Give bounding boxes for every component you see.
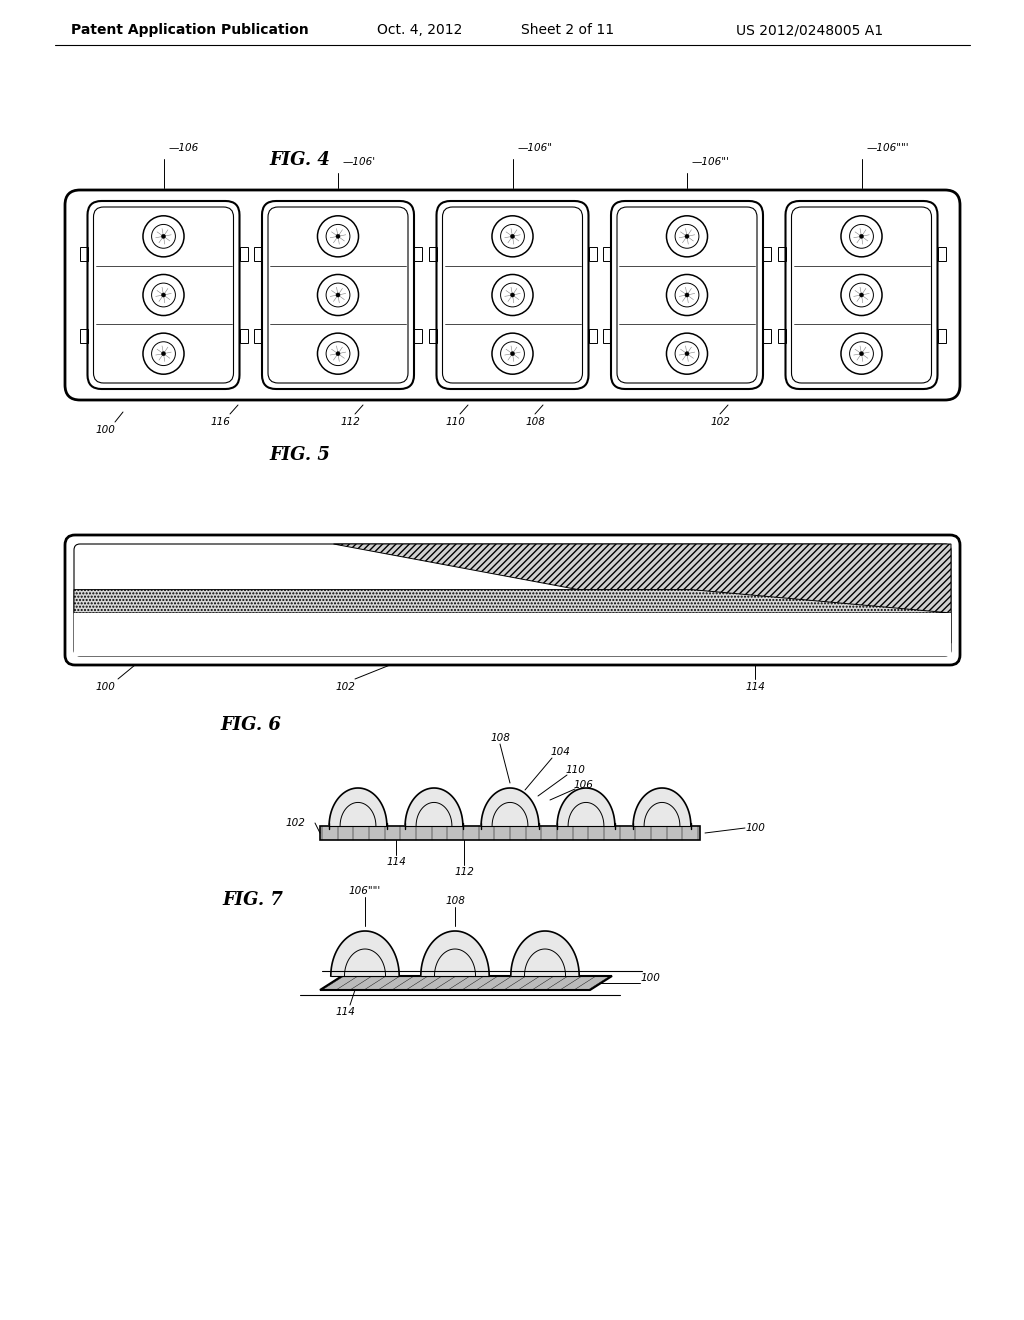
Polygon shape <box>331 931 399 975</box>
Text: 108: 108 <box>490 733 510 743</box>
Text: 116: 116 <box>210 417 230 426</box>
Bar <box>938 330 945 343</box>
Text: 102: 102 <box>335 682 355 692</box>
Text: —106': —106' <box>343 157 376 168</box>
Bar <box>414 247 422 260</box>
Text: US 2012/0248005 A1: US 2012/0248005 A1 <box>736 22 884 37</box>
Text: FIG. 7: FIG. 7 <box>222 891 283 909</box>
Circle shape <box>685 351 689 355</box>
Text: FIG. 4: FIG. 4 <box>269 150 331 169</box>
Polygon shape <box>511 931 580 975</box>
Polygon shape <box>74 590 951 612</box>
Bar <box>319 826 700 840</box>
Text: 100: 100 <box>640 973 659 983</box>
Circle shape <box>685 293 689 297</box>
Text: 100: 100 <box>95 425 115 436</box>
Bar <box>589 330 597 343</box>
Bar <box>938 247 945 260</box>
Text: 100: 100 <box>95 682 115 692</box>
Polygon shape <box>329 788 387 826</box>
Circle shape <box>510 234 514 239</box>
Polygon shape <box>421 931 489 975</box>
Circle shape <box>859 234 863 239</box>
Text: —106: —106 <box>169 143 199 153</box>
Text: 114: 114 <box>335 1007 355 1016</box>
Bar <box>80 330 87 343</box>
Bar <box>589 247 597 260</box>
Bar <box>428 247 436 260</box>
Circle shape <box>162 351 166 355</box>
Text: Patent Application Publication: Patent Application Publication <box>71 22 309 37</box>
Bar <box>777 330 785 343</box>
Polygon shape <box>481 788 539 826</box>
Text: 110: 110 <box>565 766 585 775</box>
Circle shape <box>336 293 340 297</box>
Bar <box>603 330 611 343</box>
Bar <box>603 247 611 260</box>
Polygon shape <box>633 788 691 826</box>
Text: 100: 100 <box>745 822 765 833</box>
Bar <box>777 247 785 260</box>
Text: 104: 104 <box>550 747 570 756</box>
Bar <box>414 330 422 343</box>
Circle shape <box>859 351 863 355</box>
Text: —106""': —106""' <box>866 143 909 153</box>
Text: Oct. 4, 2012: Oct. 4, 2012 <box>377 22 463 37</box>
Text: FIG. 6: FIG. 6 <box>220 715 281 734</box>
Polygon shape <box>406 788 463 826</box>
Bar <box>80 247 87 260</box>
Circle shape <box>685 234 689 239</box>
Circle shape <box>336 234 340 239</box>
Text: 114: 114 <box>386 857 406 867</box>
Text: —106": —106" <box>517 143 553 153</box>
Text: 108: 108 <box>525 417 545 426</box>
Bar <box>74 612 951 656</box>
Circle shape <box>162 293 166 297</box>
Bar <box>428 330 436 343</box>
Polygon shape <box>319 975 612 990</box>
Circle shape <box>859 293 863 297</box>
Bar <box>240 247 248 260</box>
Bar <box>763 330 771 343</box>
Bar <box>240 330 248 343</box>
Circle shape <box>510 351 514 355</box>
Bar <box>254 330 262 343</box>
Text: 102: 102 <box>710 417 730 426</box>
Text: 106""': 106""' <box>349 886 381 896</box>
Circle shape <box>510 293 514 297</box>
Text: 112: 112 <box>455 867 474 876</box>
Polygon shape <box>557 788 614 826</box>
Bar <box>763 247 771 260</box>
Text: 110: 110 <box>445 417 465 426</box>
Circle shape <box>162 234 166 239</box>
Circle shape <box>336 351 340 355</box>
Text: 106: 106 <box>573 780 593 789</box>
Bar <box>254 247 262 260</box>
Text: 114: 114 <box>745 682 765 692</box>
Polygon shape <box>334 544 951 643</box>
Text: 112: 112 <box>340 417 360 426</box>
Text: —106"': —106"' <box>692 157 730 168</box>
Text: 108: 108 <box>445 896 465 906</box>
Text: 102: 102 <box>285 818 305 828</box>
Text: FIG. 5: FIG. 5 <box>269 446 331 465</box>
Text: Sheet 2 of 11: Sheet 2 of 11 <box>521 22 614 37</box>
